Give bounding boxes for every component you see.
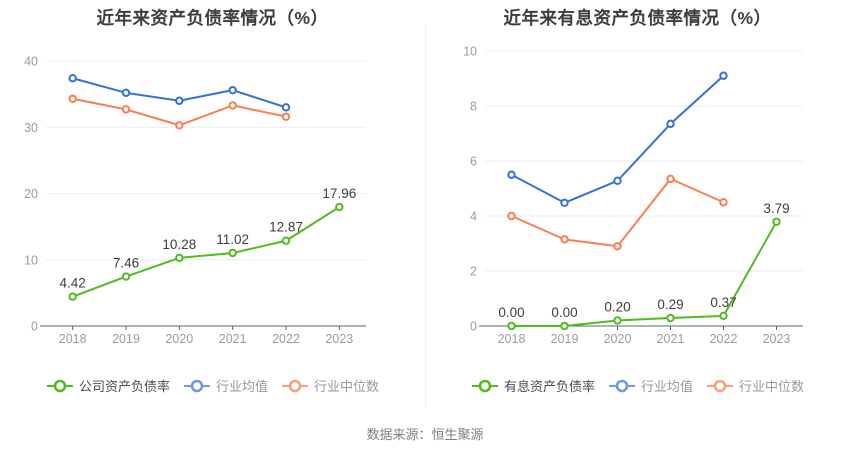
data-point-marker — [613, 316, 622, 325]
legend-item: 行业均值 — [183, 376, 268, 395]
y-axis-tick-label: 20 — [24, 187, 38, 201]
chart-title-right: 近年来有息资产负债率情况（%） — [503, 8, 772, 28]
legend-item: 公司资产负债率 — [46, 376, 170, 395]
data-point-marker — [175, 121, 184, 130]
data-label: 17.96 — [322, 186, 356, 201]
data-point-marker — [68, 74, 77, 83]
legend-label: 有息资产负债率 — [503, 379, 595, 394]
asset-liability-chart-panel: 近年来资产负债率情况（%） 0 10 20 30 40 2018 2019 2020 2021 2… — [0, 0, 425, 415]
data-point-marker — [613, 176, 622, 186]
x-axis-tick-label: 2022 — [710, 332, 738, 346]
y-axis-tick-label: 10 — [24, 253, 38, 267]
data-label: 0.00 — [551, 305, 577, 320]
y-axis-tick-label: 4 — [470, 210, 477, 224]
legend-line-circle-icon — [707, 379, 733, 392]
data-point-marker — [68, 292, 77, 301]
x-axis-tick-label: 2023 — [325, 332, 353, 346]
data-label: 7.46 — [113, 256, 139, 271]
data-label: 4.42 — [60, 276, 86, 291]
legend-item: 有息资产负债率 — [471, 376, 595, 395]
data-point-marker — [335, 202, 344, 212]
data-point-marker — [507, 211, 516, 221]
y-axis-tick-label: 40 — [24, 55, 38, 69]
interest-bearing-chart-panel: 近年来有息资产负债率情况（%） 0 2 4 6 8 10 2018 2019 2020 2021 2… — [425, 0, 850, 415]
data-point-marker — [507, 170, 516, 179]
data-point-marker — [613, 242, 622, 251]
data-label: 0.00 — [498, 305, 524, 320]
x-axis-tick-label: 2018 — [59, 332, 87, 346]
data-point-marker — [666, 174, 675, 184]
line-chart-right: 0 2 4 6 8 10 2018 2019 2020 2021 2022 2023 0.00 0.00 0… — [463, 45, 803, 346]
x-axis-tick-label: 2022 — [272, 332, 300, 346]
data-point-marker — [121, 105, 131, 114]
x-axis-tick-label: 2023 — [763, 332, 791, 346]
legend-item: 行业中位数 — [706, 376, 804, 395]
data-point-marker — [560, 198, 569, 208]
data-label: 0.37 — [710, 295, 736, 310]
y-axis-tick-label: 2 — [470, 265, 477, 279]
legend-line-circle-icon — [46, 379, 73, 392]
legend-line-circle-icon — [183, 379, 210, 392]
data-point-marker — [121, 88, 131, 97]
data-label: 11.02 — [216, 232, 249, 247]
y-axis-tick-label: 10 — [463, 45, 477, 59]
data-point-marker — [719, 71, 728, 80]
legend-left: 公司资产负债率 行业均值 行业中位数 — [0, 376, 425, 395]
legend-label: 行业中位数 — [314, 379, 380, 394]
data-point-marker — [719, 311, 728, 321]
y-axis-tick-label: 8 — [470, 100, 477, 114]
legend-line-circle-icon — [282, 379, 308, 392]
legend-label: 行业均值 — [215, 379, 268, 394]
data-point-marker — [666, 119, 675, 129]
series-line — [510, 177, 725, 248]
data-point-marker — [560, 321, 569, 331]
legend-item: 行业中位数 — [281, 376, 379, 395]
data-point-marker — [175, 253, 184, 263]
x-axis-tick-label: 2021 — [657, 332, 685, 346]
data-label: 12.87 — [269, 220, 303, 235]
data-point-marker — [228, 248, 237, 258]
data-point-marker — [772, 217, 781, 226]
data-label: 10.28 — [162, 237, 196, 252]
x-axis-tick-label: 2020 — [604, 332, 632, 346]
x-axis-tick-label: 2018 — [498, 332, 526, 346]
data-point-marker — [121, 272, 131, 281]
data-point-marker — [666, 313, 675, 323]
data-point-marker — [175, 96, 184, 105]
y-axis-tick-label: 0 — [31, 320, 38, 334]
data-point-marker — [68, 94, 77, 103]
series-line — [510, 220, 778, 327]
data-point-marker — [507, 321, 516, 331]
data-point-marker — [281, 236, 291, 245]
y-axis-tick-label: 6 — [470, 155, 477, 169]
y-axis-tick-label: 0 — [470, 320, 477, 334]
data-source-text: 数据来源：恒生聚源 — [366, 427, 484, 442]
line-chart-left: 0 10 20 30 40 2018 2019 2020 2021 2022 2023 4.42 7.4… — [24, 55, 366, 346]
legend-right: 有息资产负债率 行业均值 行业中位数 — [425, 376, 850, 395]
data-point-marker — [719, 198, 728, 207]
legend-label: 行业均值 — [640, 379, 693, 394]
series-line — [71, 206, 341, 298]
data-point-marker — [560, 235, 569, 244]
x-axis-tick-label: 2019 — [551, 332, 579, 346]
legend-line-circle-icon — [471, 379, 498, 392]
chart-title-left: 近年来资产负债率情况（%） — [96, 8, 329, 28]
legend-label: 公司资产负债率 — [78, 379, 170, 394]
data-point-marker — [281, 112, 291, 121]
x-axis-tick-label: 2021 — [219, 332, 247, 346]
data-point-marker — [228, 101, 237, 110]
legend-line-circle-icon — [608, 379, 635, 392]
data-point-marker — [281, 103, 291, 112]
data-label: 3.79 — [763, 201, 789, 216]
y-axis-tick-label: 30 — [24, 121, 38, 135]
legend-label: 行业中位数 — [739, 379, 805, 394]
data-point-marker — [228, 85, 237, 95]
x-axis-tick-label: 2019 — [112, 332, 140, 346]
panel-divider — [425, 24, 426, 408]
x-axis-tick-label: 2020 — [165, 332, 193, 346]
data-label: 0.20 — [604, 300, 630, 315]
data-label: 0.29 — [657, 297, 683, 312]
legend-item: 行业均值 — [608, 376, 693, 395]
